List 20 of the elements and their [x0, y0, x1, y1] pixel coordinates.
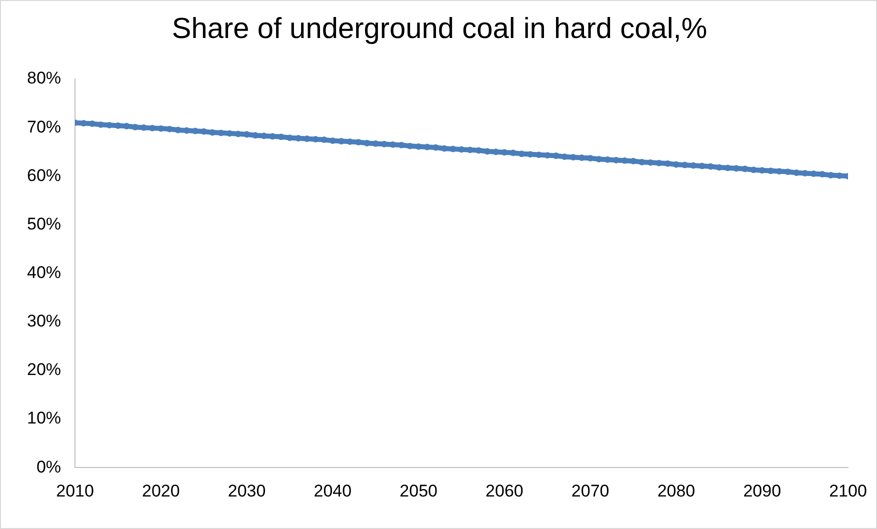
- y-tick-label: 10%: [26, 408, 62, 428]
- x-tick-label: 2090: [743, 481, 782, 500]
- y-tick-label: 80%: [26, 68, 62, 88]
- y-tick-label: 70%: [26, 117, 62, 136]
- x-tick-label: 2030: [228, 481, 266, 500]
- x-tick-label: 2010: [56, 481, 94, 500]
- y-tick-label: 60%: [26, 166, 62, 185]
- x-tick-label: 2050: [400, 481, 438, 500]
- y-tick-label: 0%: [36, 457, 62, 476]
- y-tick-label: 20%: [26, 360, 62, 380]
- y-tick-label: 50%: [26, 214, 62, 234]
- x-tick-label: 2100: [829, 481, 867, 500]
- x-tick-label: 2070: [571, 481, 610, 500]
- x-tick-label: 2020: [142, 481, 180, 500]
- y-tick-label: 30%: [26, 312, 62, 331]
- y-tick-label: 40%: [26, 262, 62, 282]
- x-tick-label: 2040: [314, 481, 352, 500]
- chart-title: Share of underground coal in hard coal,%: [170, 13, 708, 46]
- x-tick-label: 2080: [657, 481, 696, 500]
- x-tick-label: 2060: [486, 481, 524, 500]
